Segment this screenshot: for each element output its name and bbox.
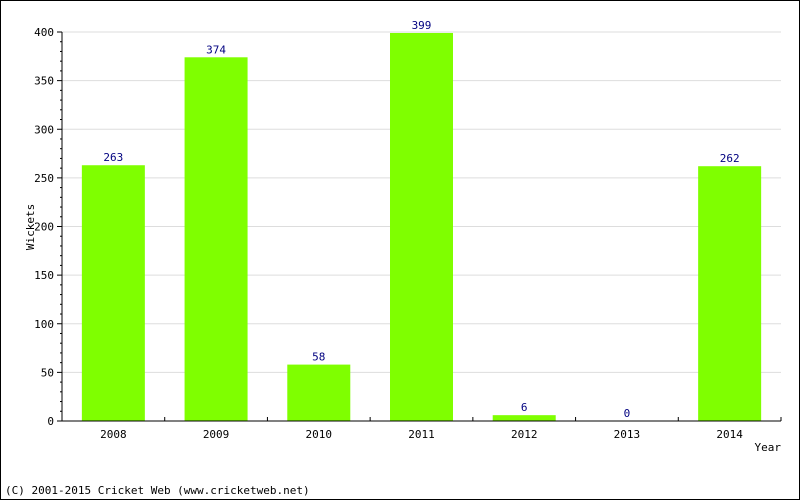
- value-labels: 263 374 58 399 6 0 262: [103, 19, 739, 420]
- bar-2012: [492, 415, 556, 421]
- y-tick-label: 250: [34, 172, 54, 185]
- x-tick-label: 2008: [100, 428, 127, 441]
- x-tick-label: 2010: [306, 428, 333, 441]
- y-tick-label: 300: [34, 123, 54, 136]
- copyright-footer: (C) 2001-2015 Cricket Web (www.cricketwe…: [5, 484, 310, 497]
- data-label-2011: 399: [412, 19, 432, 32]
- bar-2010: [287, 364, 351, 421]
- axes: 0 50 100 150 200 250 300 350 400 2008 2009 2010 2011…: [34, 26, 782, 441]
- x-axis-label: Year: [755, 441, 782, 454]
- y-tick-label: 50: [41, 366, 54, 379]
- y-tick-label: 0: [47, 415, 54, 428]
- data-label-2009: 374: [206, 43, 226, 56]
- y-axis-label: Wickets: [24, 204, 37, 250]
- y-tick-label: 200: [34, 221, 54, 234]
- x-tick-label: 2013: [614, 428, 641, 441]
- x-tick-label: 2009: [203, 428, 230, 441]
- data-label-2008: 263: [103, 151, 123, 164]
- data-label-2014: 262: [720, 152, 740, 165]
- x-tick-label: 2011: [408, 428, 435, 441]
- bar-2009: [184, 57, 248, 421]
- data-label-2012: 6: [521, 401, 528, 414]
- bars: [81, 32, 762, 421]
- bar-2014: [698, 166, 762, 421]
- data-label-2010: 58: [312, 351, 325, 364]
- x-tick-label: 2012: [511, 428, 538, 441]
- y-tick-label: 400: [34, 26, 54, 39]
- bar-2011: [390, 32, 453, 421]
- data-label-2013: 0: [624, 407, 631, 420]
- y-tick-label: 100: [34, 318, 54, 331]
- y-tick-label: 350: [34, 75, 54, 88]
- bar-2008: [81, 165, 145, 421]
- x-tick-label: 2014: [716, 428, 743, 441]
- y-tick-label: 150: [34, 269, 54, 282]
